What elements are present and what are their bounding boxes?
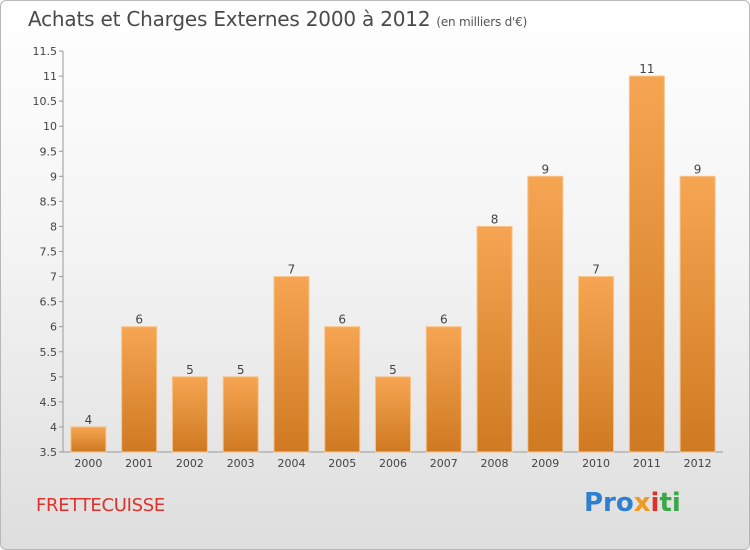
y-tick-label: 8 <box>50 220 57 233</box>
x-tick-label: 2003 <box>227 457 255 470</box>
y-tick-label: 8.5 <box>40 195 58 208</box>
bars <box>70 75 716 453</box>
bar-2002 <box>171 376 208 453</box>
bar-2005 <box>324 326 361 453</box>
value-label-2009: 9 <box>541 162 549 176</box>
y-tick-label: 9 <box>50 170 57 183</box>
value-label-2008: 8 <box>491 212 499 226</box>
logo-part-3: i <box>650 488 660 518</box>
y-tick-label: 11.5 <box>33 45 58 58</box>
bar-2012 <box>679 175 716 453</box>
x-tick-label: 2001 <box>125 457 153 470</box>
value-label-2007: 6 <box>440 313 448 327</box>
y-tick-label: 10 <box>43 120 57 133</box>
x-tick-label: 2010 <box>582 457 610 470</box>
value-label-2002: 5 <box>186 363 194 377</box>
x-tick-label: 2008 <box>481 457 509 470</box>
y-tick-label: 4 <box>50 421 57 434</box>
value-label-2010: 7 <box>592 263 600 277</box>
value-label-2011: 11 <box>639 62 654 76</box>
value-label-2005: 6 <box>338 313 346 327</box>
x-tick-label: 2009 <box>531 457 559 470</box>
value-label-2001: 6 <box>135 313 143 327</box>
commune-name: FRETTECUISSE <box>36 495 165 516</box>
y-tick-label: 10.5 <box>33 95 58 108</box>
y-tick-label: 4.5 <box>40 396 58 409</box>
bar-2001 <box>121 326 158 453</box>
x-tick-label: 2002 <box>176 457 204 470</box>
logo-part-1: Pro <box>584 488 634 518</box>
bar-2008 <box>476 225 513 453</box>
bar-2000 <box>70 426 107 453</box>
bar-2007 <box>425 326 462 453</box>
value-label-2006: 5 <box>389 363 397 377</box>
x-tick-label: 2012 <box>684 457 712 470</box>
bar-2004 <box>273 276 310 453</box>
y-tick-label: 5.5 <box>40 346 58 359</box>
logo-part-2: x <box>633 488 651 518</box>
x-tick-label: 2000 <box>74 457 102 470</box>
y-tick-label: 11 <box>43 70 57 83</box>
x-tick-label: 2011 <box>633 457 661 470</box>
bar-2010 <box>578 276 615 453</box>
y-tick-label: 7 <box>50 271 57 284</box>
y-tick-label: 6 <box>50 321 57 334</box>
chart-title-text: Achats et Charges Externes 2000 à 2012 <box>28 7 431 31</box>
value-labels: 4 6 5 5 7 6 5 6 8 9 7 11 9 <box>85 62 702 427</box>
y-tick-label: 5 <box>50 371 57 384</box>
chart-unit: (en milliers d'€) <box>436 15 528 29</box>
x-tick-label: 2004 <box>277 457 305 470</box>
value-label-2003: 5 <box>237 363 245 377</box>
bar-2011 <box>628 75 665 453</box>
y-tick-label: 3.5 <box>40 446 58 459</box>
y-axis: 3.5 4 4.5 5 5.5 6 6.5 7 7.5 8 8.5 9 9.5 10 10.5 11 11.5 <box>33 45 64 459</box>
logo-part-4: ti <box>659 488 681 518</box>
value-label-2004: 7 <box>288 263 296 277</box>
x-tick-label: 2007 <box>430 457 458 470</box>
bar-2003 <box>222 376 259 453</box>
value-label-2000: 4 <box>85 413 93 427</box>
x-tick-label: 2005 <box>328 457 356 470</box>
bar-2006 <box>375 376 411 453</box>
y-tick-label: 9.5 <box>40 145 58 158</box>
proxiti-logo[interactable]: Proxiti <box>584 488 681 518</box>
x-axis: 2000 2001 2002 2003 2004 2005 2006 2007 2008 2009… <box>63 451 723 470</box>
chart-title: Achats et Charges Externes 2000 à 2012 (e… <box>28 7 527 31</box>
y-tick-label: 6.5 <box>40 296 58 309</box>
x-tick-label: 2006 <box>379 457 407 470</box>
y-tick-label: 7.5 <box>40 246 58 259</box>
bar-2009 <box>527 175 564 453</box>
value-label-2012: 9 <box>694 162 702 176</box>
